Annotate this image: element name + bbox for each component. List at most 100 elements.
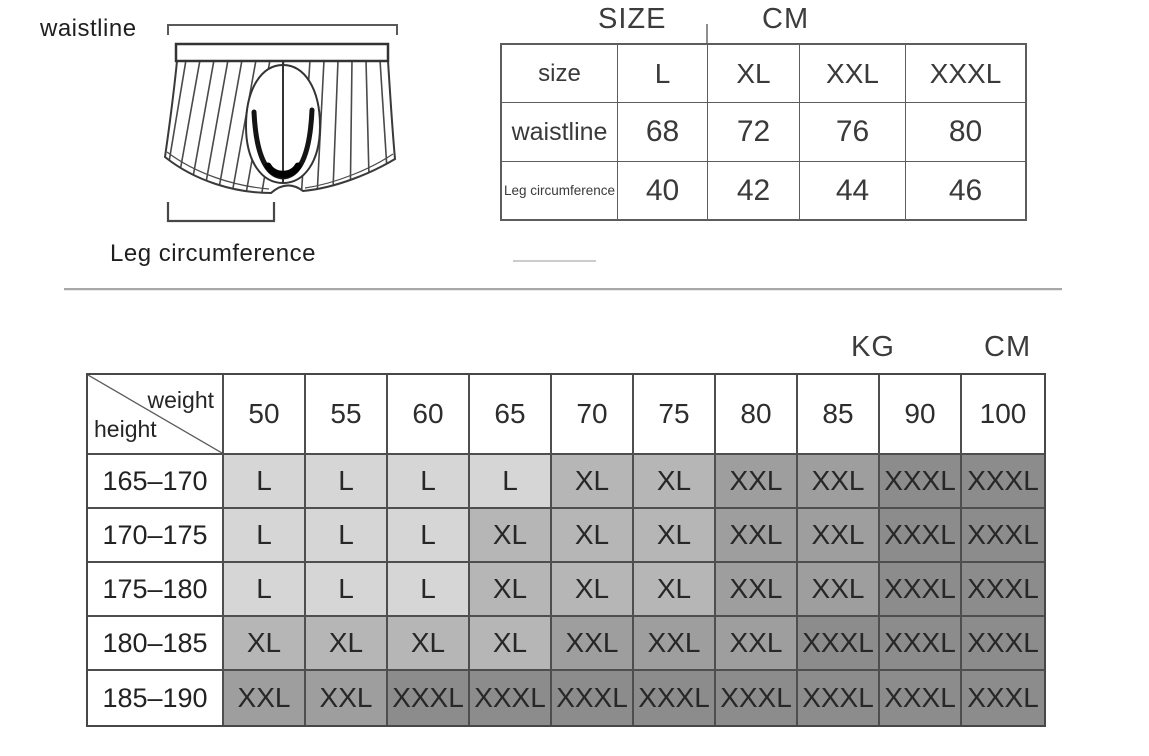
matrix-size-cell: XXXL xyxy=(470,671,552,725)
matrix-size-cell: L xyxy=(388,509,470,563)
matrix-weight-header: 85 xyxy=(798,375,880,455)
matrix-size-cell: XXXL xyxy=(962,671,1044,725)
waistline-bracket xyxy=(167,24,398,35)
matrix-size-cell: XXXL xyxy=(798,671,880,725)
title-divider-tick xyxy=(706,24,708,44)
matrix-size-cell: XXXL xyxy=(962,509,1044,563)
matrix-size-cell: XL xyxy=(552,509,634,563)
matrix-size-cell: XXL xyxy=(716,455,798,509)
leg-circumference-bracket xyxy=(166,202,276,223)
matrix-height-label: 170–175 xyxy=(88,509,224,563)
matrix-height-label: 175–180 xyxy=(88,563,224,617)
matrix-size-cell: XXXL xyxy=(962,563,1044,617)
matrix-size-cell: L xyxy=(306,455,388,509)
size-table-value: 44 xyxy=(800,162,906,219)
matrix-size-cell: XXL xyxy=(716,509,798,563)
matrix-corner-cell: weight height xyxy=(88,375,224,455)
matrix-size-cell: XL xyxy=(470,617,552,671)
size-table-value: 80 xyxy=(906,103,1025,162)
matrix-size-cell: L xyxy=(388,455,470,509)
size-table: size L XL XXL XXXL waistline 68 72 76 80 Leg circu… xyxy=(500,43,1027,221)
corner-weight-label: weight xyxy=(147,387,214,413)
size-table-value: 76 xyxy=(800,103,906,162)
matrix-size-cell: XL xyxy=(470,509,552,563)
corner-height-label: height xyxy=(94,416,157,442)
section-divider xyxy=(64,288,1062,291)
matrix-size-cell: L xyxy=(306,563,388,617)
matrix-size-cell: XXL xyxy=(798,455,880,509)
matrix-size-cell: L xyxy=(224,455,306,509)
size-table-value: 40 xyxy=(618,162,708,219)
body-outline xyxy=(163,60,397,195)
matrix-weight-header: 55 xyxy=(306,375,388,455)
matrix-size-cell: XXXL xyxy=(552,671,634,725)
matrix-size-cell: XXL xyxy=(552,617,634,671)
matrix-weight-header: 70 xyxy=(552,375,634,455)
matrix-unit-cm: CM xyxy=(984,331,1032,363)
matrix-size-cell: L xyxy=(224,509,306,563)
leg-circumference-label: Leg circumference xyxy=(110,240,316,267)
matrix-size-cell: L xyxy=(224,563,306,617)
matrix-size-cell: XL xyxy=(470,563,552,617)
matrix-size-cell: L xyxy=(306,509,388,563)
matrix-size-cell: XXL xyxy=(798,509,880,563)
matrix-size-cell: XXXL xyxy=(798,617,880,671)
matrix-size-cell: XL xyxy=(634,509,716,563)
matrix-size-cell: XXXL xyxy=(880,509,962,563)
matrix-size-cell: XXXL xyxy=(716,671,798,725)
size-table-unit: CM xyxy=(762,3,810,35)
size-table-value: XXL xyxy=(800,45,906,103)
matrix-size-cell: XL xyxy=(224,617,306,671)
size-table-row-label: Leg circumference xyxy=(502,162,618,219)
matrix-size-cell: XXL xyxy=(634,617,716,671)
matrix-unit-kg: KG xyxy=(851,331,895,363)
size-table-value: L xyxy=(618,45,708,103)
size-table-title: SIZE xyxy=(598,3,667,35)
matrix-size-cell: XXXL xyxy=(634,671,716,725)
matrix-height-label: 185–190 xyxy=(88,671,224,725)
matrix-weight-header: 50 xyxy=(224,375,306,455)
size-table-value: 72 xyxy=(708,103,800,162)
matrix-weight-header: 75 xyxy=(634,375,716,455)
matrix-size-cell: XXXL xyxy=(880,455,962,509)
matrix-size-cell: XXXL xyxy=(388,671,470,725)
matrix-size-cell: XL xyxy=(306,617,388,671)
underwear-drawing-icon xyxy=(163,24,398,223)
matrix-size-cell: XXL xyxy=(716,563,798,617)
size-table-value: 68 xyxy=(618,103,708,162)
matrix-weight-header: 60 xyxy=(388,375,470,455)
matrix-size-cell: XL xyxy=(552,455,634,509)
size-table-value: XL xyxy=(708,45,800,103)
matrix-weight-header: 80 xyxy=(716,375,798,455)
height-weight-matrix: weight height 50 55 60 65 70 75 80 85 90 100 165–170… xyxy=(86,373,1046,727)
waistband xyxy=(174,42,390,63)
size-table-value: 42 xyxy=(708,162,800,219)
matrix-size-cell: XXL xyxy=(306,671,388,725)
matrix-size-cell: XXXL xyxy=(962,617,1044,671)
matrix-size-cell: XXXL xyxy=(880,617,962,671)
matrix-height-label: 165–170 xyxy=(88,455,224,509)
matrix-height-label: 180–185 xyxy=(88,617,224,671)
size-table-row-label: waistline xyxy=(502,103,618,162)
size-table-value: 46 xyxy=(906,162,1025,219)
size-table-value: XXXL xyxy=(906,45,1025,103)
matrix-size-cell: XXL xyxy=(224,671,306,725)
matrix-size-cell: XL xyxy=(634,455,716,509)
matrix-size-cell: XL xyxy=(634,563,716,617)
matrix-size-cell: L xyxy=(470,455,552,509)
matrix-weight-header: 65 xyxy=(470,375,552,455)
matrix-weight-header: 90 xyxy=(880,375,962,455)
matrix-weight-header: 100 xyxy=(962,375,1044,455)
waistline-label: waistline xyxy=(40,15,137,42)
matrix-size-cell: XL xyxy=(388,617,470,671)
decorative-line xyxy=(513,260,596,262)
matrix-size-cell: XXXL xyxy=(880,563,962,617)
matrix-size-cell: XXXL xyxy=(962,455,1044,509)
corner-diagonal-line xyxy=(88,375,222,453)
matrix-size-cell: XXXL xyxy=(880,671,962,725)
matrix-size-cell: XL xyxy=(552,563,634,617)
size-table-row-label: size xyxy=(502,45,618,103)
matrix-size-cell: XXL xyxy=(716,617,798,671)
matrix-size-cell: XXL xyxy=(798,563,880,617)
